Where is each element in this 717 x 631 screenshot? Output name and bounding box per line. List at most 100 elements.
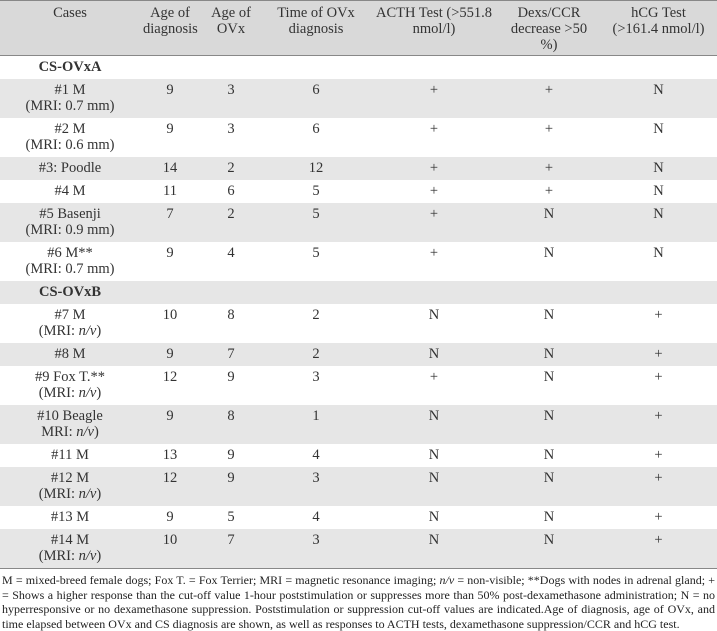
empty-cell [262,56,370,80]
cell: N [543,447,555,463]
cell: 8 [200,405,262,444]
text: ) [96,548,102,564]
cell: 1 [262,405,370,444]
text: (MRI: 0.9 mm) [25,222,115,238]
cell: 9 [166,509,174,525]
cell: N [600,157,717,180]
cell: + [654,369,663,385]
header-cell: Cases [0,0,140,56]
cell: + [429,183,439,199]
data-row: #9 Fox T.** (MRI: n/v) 12 9 3 + N + [0,366,717,405]
section-row: CS-OVxB [0,281,717,304]
empty-cell [370,56,498,80]
data-row: #12 M (MRI: n/v) 12 9 3 N N + [0,467,717,506]
text: #2 M [54,121,86,137]
cell: N [498,343,600,366]
case-cell: #9 Fox T.** (MRI: n/v) [0,366,140,405]
case-cell: #1 M (MRI: 0.7 mm) [0,79,140,118]
text: #3: Poodle [38,160,102,176]
cell: 3 [312,369,320,385]
cell: 9 [166,245,174,261]
case-cell: #7 M (MRI: n/v) [0,304,140,343]
text: #11 M [51,447,89,463]
text: #10 Beagle [37,408,103,424]
text: OVx [216,21,246,37]
text: ) [93,424,99,440]
text: n/v [78,323,97,339]
cell: N [428,509,440,525]
text: (MRI: 0.6 mm) [25,137,115,153]
cell: + [429,245,439,261]
text: Dexs/CCR [517,5,581,21]
text: MRI: [41,424,77,440]
cell: 12 [162,369,178,385]
cell: + [600,467,717,506]
cell: 4 [227,245,235,261]
cell: 2 [262,343,370,366]
cell: 9 [140,405,200,444]
cell: 5 [312,245,320,261]
header-cell: Time of OVx diagnosis [262,0,370,56]
cell: + [370,79,498,118]
case-cell: #3: Poodle [0,157,140,180]
text: n/v [76,424,94,440]
text: decrease >50 %) [510,21,588,53]
empty-cell [140,281,200,304]
text: diagnosis [288,21,344,37]
cell: 13 [162,447,178,463]
header-cell: Age of OVx [200,0,262,56]
cell: 7 [200,529,262,569]
text: (MRI: [38,548,79,564]
text: #14 M [50,532,90,548]
cell: 5 [227,509,235,525]
text: (MRI: 0.7 mm) [25,261,115,277]
header-cell: hCG Test (>161.4 nmol/l) [600,0,717,56]
cell: N [370,529,498,569]
cell: 3 [262,467,370,506]
cell: N [498,529,600,569]
text: (>161.4 nmol/l) [612,21,705,37]
data-row: #10 Beagle MRI: n/v) 9 8 1 N N + [0,405,717,444]
cell: 12 [140,467,200,506]
cell: 6 [227,183,235,199]
cell: 10 [162,307,178,323]
empty-cell [262,281,370,304]
cell: 6 [262,79,370,118]
text: #5 Basenji [39,206,101,222]
header-cell: Dexs/CCR decrease >50 %) [498,0,600,56]
case-cell: #4 M [0,180,140,203]
text: n/v [78,486,97,502]
cell: N [600,203,717,242]
text: n/v [439,573,455,587]
cell: 10 [140,529,200,569]
table-body: CS-OVxA #1 M (MRI: 0.7 mm) 9 3 6 + + N #2 M (MRI: … [0,56,717,569]
section-title: CS-OVxA [38,59,102,75]
data-row: #2 M (MRI: 0.6 mm) 9 3 6 + + N [0,118,717,157]
data-row: #4 M 11 6 5 + + N [0,180,717,203]
cell: N [498,467,600,506]
cell: 7 [200,343,262,366]
cell: 12 [262,157,370,180]
empty-cell [600,56,717,80]
empty-cell [600,281,717,304]
case-cell: #13 M [0,506,140,529]
section-row: CS-OVxA [0,56,717,80]
empty-cell [200,281,262,304]
cell: N [370,467,498,506]
text: diagnosis [143,21,198,37]
text: hCG Test [631,5,686,21]
case-cell: #11 M [0,444,140,467]
cell: 2 [200,157,262,180]
data-row: #6 M** (MRI: 0.7 mm) 9 4 5 + N N [0,242,717,281]
case-cell: #8 M [0,343,140,366]
header-row: Cases Age of diagnosis Age of OVx Time of OVx… [0,0,717,56]
cell: + [498,79,600,118]
data-row: #11 M 13 9 4 N N + [0,444,717,467]
text: ) [96,385,102,401]
cell: 8 [227,307,235,323]
text: Age of [211,5,251,21]
header-cell: Age of diagnosis [140,0,200,56]
cell: + [600,529,717,569]
empty-cell [498,281,600,304]
